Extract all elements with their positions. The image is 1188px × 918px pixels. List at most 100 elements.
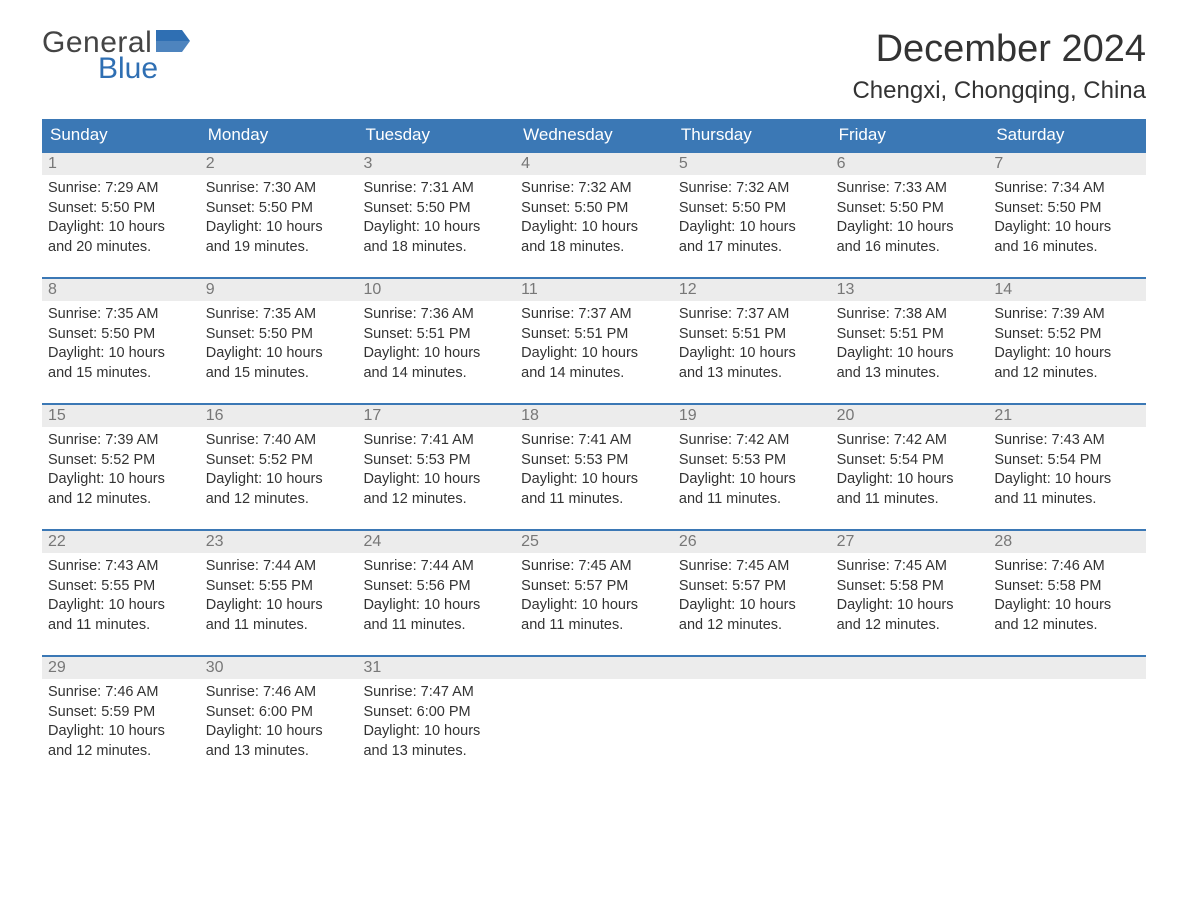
day-cell: [831, 657, 989, 767]
daylight-line-1: Daylight: 10 hours: [48, 470, 194, 490]
day-cell: 5Sunrise: 7:32 AMSunset: 5:50 PMDaylight…: [673, 153, 831, 263]
daylight-line-2: and 12 minutes.: [679, 616, 825, 636]
weekday-header: Tuesday: [357, 119, 515, 151]
day-number: 3: [363, 155, 372, 172]
day-number: 17: [363, 407, 381, 424]
day-cell: 3Sunrise: 7:31 AMSunset: 5:50 PMDaylight…: [357, 153, 515, 263]
week-row: 1Sunrise: 7:29 AMSunset: 5:50 PMDaylight…: [42, 151, 1146, 263]
sunset-line: Sunset: 5:53 PM: [521, 451, 667, 471]
day-number-band: 8: [42, 279, 200, 301]
sunset-line: Sunset: 5:54 PM: [837, 451, 983, 471]
sunrise-line: Sunrise: 7:42 AM: [837, 431, 983, 451]
day-cell: 16Sunrise: 7:40 AMSunset: 5:52 PMDayligh…: [200, 405, 358, 515]
day-number-band: 17: [357, 405, 515, 427]
day-number-band: 20: [831, 405, 989, 427]
daylight-line-2: and 11 minutes.: [48, 616, 194, 636]
daylight-line-1: Daylight: 10 hours: [48, 596, 194, 616]
day-number-band: 18: [515, 405, 673, 427]
daylight-line-2: and 13 minutes.: [363, 742, 509, 762]
sunset-line: Sunset: 5:50 PM: [521, 199, 667, 219]
sunset-line: Sunset: 5:52 PM: [994, 325, 1140, 345]
day-number: 23: [206, 533, 224, 550]
sunset-line: Sunset: 5:53 PM: [363, 451, 509, 471]
sunset-line: Sunset: 5:51 PM: [837, 325, 983, 345]
day-number-band: 10: [357, 279, 515, 301]
day-number: 2: [206, 155, 215, 172]
day-number-band: 29: [42, 657, 200, 679]
sunrise-line: Sunrise: 7:37 AM: [521, 305, 667, 325]
sunrise-line: Sunrise: 7:46 AM: [206, 683, 352, 703]
day-body: Sunrise: 7:43 AMSunset: 5:54 PMDaylight:…: [988, 427, 1146, 513]
day-number: 25: [521, 533, 539, 550]
day-body: Sunrise: 7:46 AMSunset: 5:59 PMDaylight:…: [42, 679, 200, 765]
day-body: Sunrise: 7:32 AMSunset: 5:50 PMDaylight:…: [515, 175, 673, 261]
sunrise-line: Sunrise: 7:33 AM: [837, 179, 983, 199]
sunrise-line: Sunrise: 7:46 AM: [48, 683, 194, 703]
day-body: Sunrise: 7:47 AMSunset: 6:00 PMDaylight:…: [357, 679, 515, 765]
day-cell: 1Sunrise: 7:29 AMSunset: 5:50 PMDaylight…: [42, 153, 200, 263]
calendar: SundayMondayTuesdayWednesdayThursdayFrid…: [42, 119, 1146, 767]
daylight-line-1: Daylight: 10 hours: [48, 722, 194, 742]
sunrise-line: Sunrise: 7:29 AM: [48, 179, 194, 199]
sunrise-line: Sunrise: 7:46 AM: [994, 557, 1140, 577]
empty-day-band: [673, 657, 831, 679]
daylight-line-2: and 16 minutes.: [994, 238, 1140, 258]
sunset-line: Sunset: 5:57 PM: [679, 577, 825, 597]
daylight-line-2: and 12 minutes.: [48, 490, 194, 510]
logo: General Blue: [42, 28, 190, 84]
daylight-line-2: and 12 minutes.: [206, 490, 352, 510]
day-number: 9: [206, 281, 215, 298]
daylight-line-2: and 14 minutes.: [363, 364, 509, 384]
sunrise-line: Sunrise: 7:30 AM: [206, 179, 352, 199]
daylight-line-1: Daylight: 10 hours: [363, 722, 509, 742]
daylight-line-2: and 15 minutes.: [206, 364, 352, 384]
day-cell: 11Sunrise: 7:37 AMSunset: 5:51 PMDayligh…: [515, 279, 673, 389]
daylight-line-1: Daylight: 10 hours: [48, 344, 194, 364]
day-number-band: 19: [673, 405, 831, 427]
sunset-line: Sunset: 5:50 PM: [48, 199, 194, 219]
day-number: 12: [679, 281, 697, 298]
daylight-line-2: and 16 minutes.: [837, 238, 983, 258]
sunrise-line: Sunrise: 7:35 AM: [206, 305, 352, 325]
day-number: 16: [206, 407, 224, 424]
day-body: Sunrise: 7:35 AMSunset: 5:50 PMDaylight:…: [200, 301, 358, 387]
sunset-line: Sunset: 5:57 PM: [521, 577, 667, 597]
day-number-band: 9: [200, 279, 358, 301]
day-number: 1: [48, 155, 57, 172]
daylight-line-1: Daylight: 10 hours: [837, 470, 983, 490]
day-cell: [988, 657, 1146, 767]
daylight-line-2: and 13 minutes.: [206, 742, 352, 762]
day-number: 26: [679, 533, 697, 550]
day-number-band: 1: [42, 153, 200, 175]
weekday-header: Monday: [200, 119, 358, 151]
sunset-line: Sunset: 5:59 PM: [48, 703, 194, 723]
day-number: 5: [679, 155, 688, 172]
daylight-line-1: Daylight: 10 hours: [679, 470, 825, 490]
day-number-band: 13: [831, 279, 989, 301]
sunrise-line: Sunrise: 7:42 AM: [679, 431, 825, 451]
sunset-line: Sunset: 5:52 PM: [206, 451, 352, 471]
sunrise-line: Sunrise: 7:45 AM: [679, 557, 825, 577]
day-body: Sunrise: 7:36 AMSunset: 5:51 PMDaylight:…: [357, 301, 515, 387]
sunset-line: Sunset: 5:51 PM: [363, 325, 509, 345]
day-number: 19: [679, 407, 697, 424]
day-cell: 17Sunrise: 7:41 AMSunset: 5:53 PMDayligh…: [357, 405, 515, 515]
weekday-header: Friday: [831, 119, 989, 151]
sunset-line: Sunset: 6:00 PM: [206, 703, 352, 723]
day-number-band: 27: [831, 531, 989, 553]
daylight-line-1: Daylight: 10 hours: [363, 344, 509, 364]
daylight-line-1: Daylight: 10 hours: [837, 218, 983, 238]
daylight-line-1: Daylight: 10 hours: [994, 596, 1140, 616]
week-row: 22Sunrise: 7:43 AMSunset: 5:55 PMDayligh…: [42, 529, 1146, 641]
day-body: Sunrise: 7:45 AMSunset: 5:58 PMDaylight:…: [831, 553, 989, 639]
day-body: Sunrise: 7:30 AMSunset: 5:50 PMDaylight:…: [200, 175, 358, 261]
weekday-header: Sunday: [42, 119, 200, 151]
sunset-line: Sunset: 6:00 PM: [363, 703, 509, 723]
day-number-band: 11: [515, 279, 673, 301]
day-number-band: 2: [200, 153, 358, 175]
sunset-line: Sunset: 5:50 PM: [994, 199, 1140, 219]
day-number-band: 23: [200, 531, 358, 553]
day-number: 22: [48, 533, 66, 550]
sunset-line: Sunset: 5:50 PM: [679, 199, 825, 219]
day-cell: 25Sunrise: 7:45 AMSunset: 5:57 PMDayligh…: [515, 531, 673, 641]
